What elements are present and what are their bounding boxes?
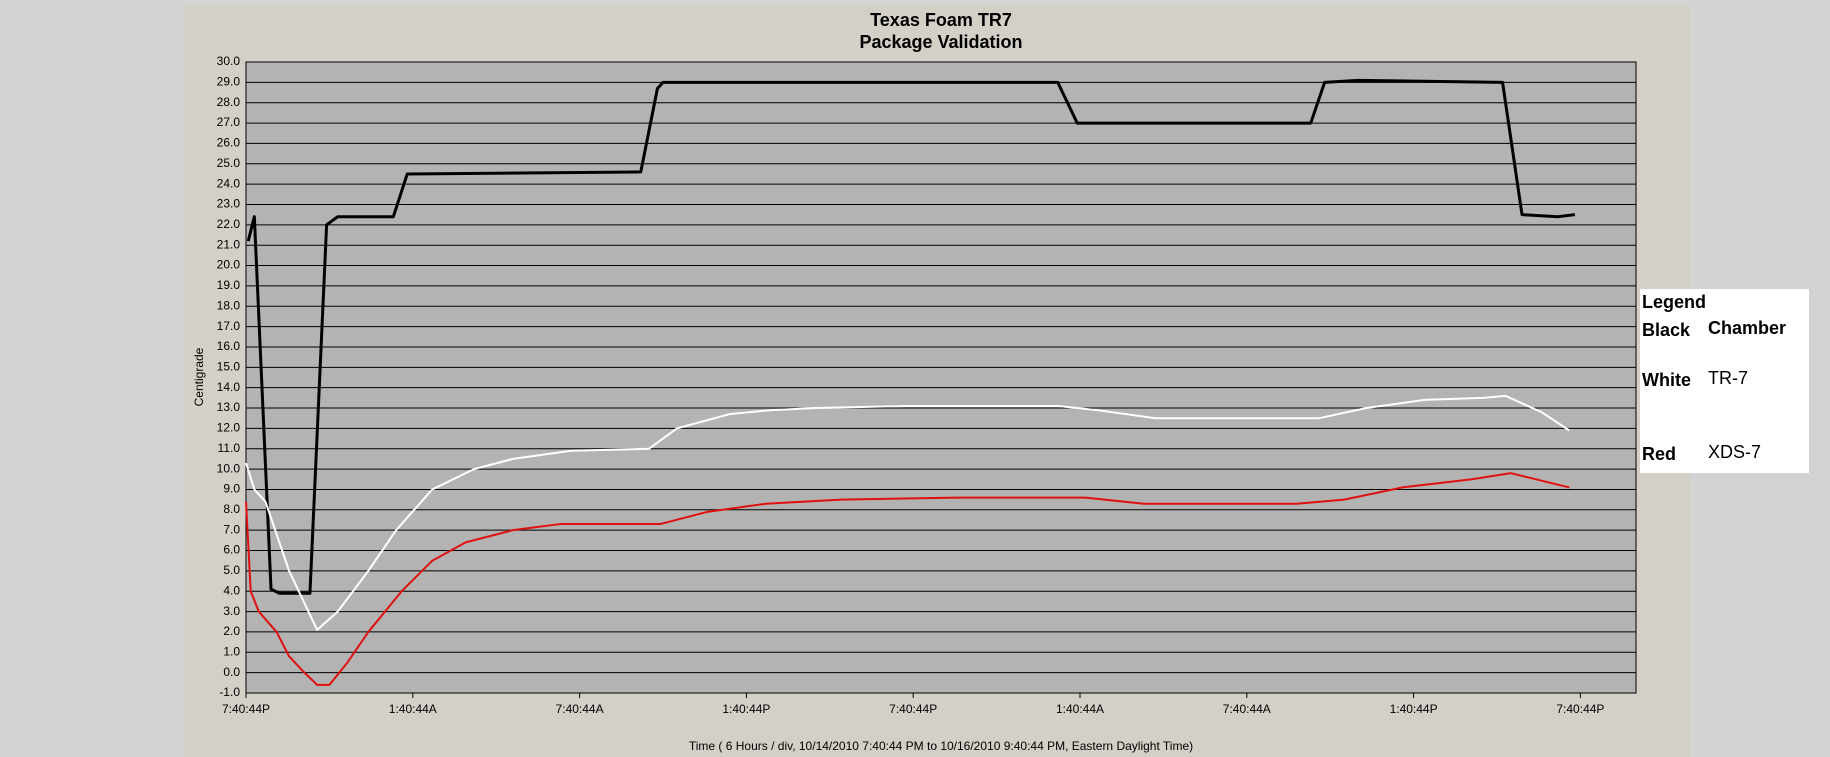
y-tick-label: 13.0 <box>217 400 241 414</box>
legend-label: TR-7 <box>1708 368 1748 388</box>
y-tick-label: 10.0 <box>217 461 241 475</box>
line-series <box>245 472 1570 686</box>
legend-title: Legend <box>1642 292 1706 312</box>
legend-box <box>1640 289 1809 473</box>
line-series <box>246 78 1576 595</box>
y-tick-label: 7.0 <box>223 522 240 536</box>
y-tick-label: 27.0 <box>217 115 241 129</box>
legend-color-label: Red <box>1642 444 1676 464</box>
y-tick-label: 20.0 <box>217 258 241 272</box>
y-tick-label: 6.0 <box>223 543 240 557</box>
y-tick-label: 26.0 <box>217 136 241 150</box>
y-tick-label: 23.0 <box>217 197 241 211</box>
x-tick-label: 7:40:44P <box>1556 702 1604 716</box>
y-tick-label: 0.0 <box>223 665 240 679</box>
y-tick-label: 2.0 <box>223 624 240 638</box>
x-tick-label: 7:40:44A <box>556 702 604 716</box>
legend-label: Chamber <box>1708 318 1786 338</box>
x-tick-label: 7:40:44A <box>1223 702 1271 716</box>
y-tick-label: 9.0 <box>223 482 240 496</box>
chart-title: Texas Foam TR7 <box>870 10 1012 30</box>
legend-color-label: White <box>1642 370 1691 390</box>
y-tick-label: 18.0 <box>217 298 241 312</box>
y-tick-label: 8.0 <box>223 502 240 516</box>
legend-color-label: Black <box>1642 320 1691 340</box>
legend-label: XDS-7 <box>1708 442 1761 462</box>
y-tick-label: 30.0 <box>217 54 241 68</box>
x-tick-label: 1:40:44A <box>1056 702 1104 716</box>
y-tick-label: 17.0 <box>217 319 241 333</box>
y-tick-label: 22.0 <box>217 217 241 231</box>
x-tick-label: 1:40:44P <box>722 702 770 716</box>
x-tick-label: 7:40:44P <box>222 702 270 716</box>
line-series <box>245 394 1570 631</box>
y-tick-label: 24.0 <box>217 176 241 190</box>
y-tick-label: 11.0 <box>218 441 241 455</box>
y-tick-label: 29.0 <box>217 75 241 89</box>
y-tick-label: 12.0 <box>217 421 241 435</box>
x-axis-label: Time ( 6 Hours / div, 10/14/2010 7:40:44… <box>689 739 1193 753</box>
y-tick-label: 3.0 <box>223 604 240 618</box>
y-tick-label: -1.0 <box>219 685 240 699</box>
x-tick-label: 1:40:44A <box>389 702 437 716</box>
y-tick-label: 14.0 <box>217 380 241 394</box>
chart-subtitle: Package Validation <box>859 32 1022 52</box>
plot-area <box>245 61 1637 694</box>
y-tick-label: 21.0 <box>217 237 241 251</box>
y-tick-label: 25.0 <box>217 156 241 170</box>
y-tick-label: 4.0 <box>223 583 240 597</box>
y-tick-label: 5.0 <box>223 563 240 577</box>
y-axis-label: Centigrade <box>192 347 206 406</box>
y-tick-label: 19.0 <box>217 278 241 292</box>
x-tick-label: 1:40:44P <box>1390 702 1438 716</box>
y-tick-label: 28.0 <box>217 95 241 109</box>
y-tick-label: 16.0 <box>217 339 241 353</box>
x-tick-label: 7:40:44P <box>889 702 937 716</box>
y-tick-label: 15.0 <box>217 359 241 373</box>
y-tick-label: 1.0 <box>223 644 240 658</box>
